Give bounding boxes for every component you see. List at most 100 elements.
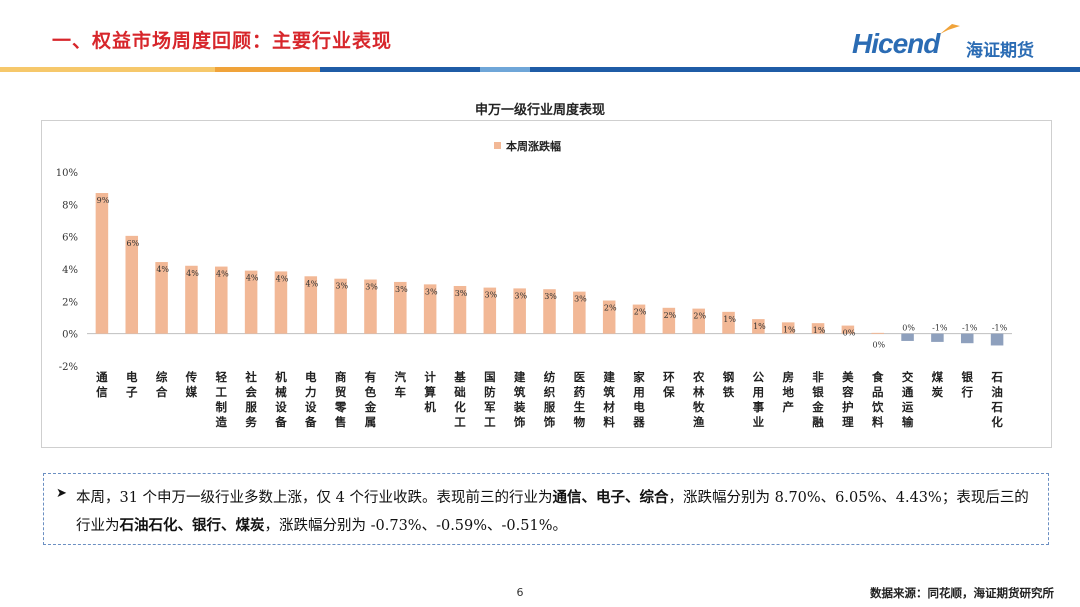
summary-top3: 通信、电子、综合 bbox=[552, 489, 669, 506]
logo-swoosh-icon bbox=[940, 24, 960, 34]
data-label: 3% bbox=[395, 285, 408, 294]
data-label: 3% bbox=[574, 295, 587, 304]
category-label: 国防军工 bbox=[484, 370, 496, 429]
category-label: 环保 bbox=[662, 370, 675, 399]
data-label: 1% bbox=[783, 325, 796, 334]
bar bbox=[752, 319, 765, 334]
bar bbox=[483, 287, 497, 334]
y-tick-label: 4% bbox=[62, 265, 78, 276]
data-label: 3% bbox=[425, 287, 438, 296]
category-label: 通信 bbox=[96, 370, 108, 399]
bar bbox=[215, 266, 228, 334]
page-title: 一、权益市场周度回顾：主要行业表现 bbox=[52, 30, 393, 52]
data-label: 3% bbox=[544, 292, 557, 301]
bar bbox=[274, 271, 288, 334]
bar bbox=[811, 323, 825, 334]
bar bbox=[95, 193, 109, 334]
category-label: 银行 bbox=[960, 370, 973, 399]
category-label: 传媒 bbox=[185, 370, 198, 399]
summary-part-2: ，涨跌幅分别为 8.70%、6.05%、4.43%；表现后三的行业为 bbox=[76, 490, 1029, 534]
category-label: 房地产 bbox=[782, 370, 794, 414]
chart-frame: 本周涨跌幅 10% 8% 6% 4% 2% 0% -2% 9% 通信 6% 电子 4% 综合 4% 传媒 4% 轻… bbox=[41, 120, 1052, 448]
category-label: 农林牧渔 bbox=[692, 370, 705, 429]
category-label: 石油石化 bbox=[990, 370, 1003, 429]
data-label: -1% bbox=[992, 324, 1008, 333]
bar bbox=[871, 332, 884, 334]
category-label: 非银金融 bbox=[811, 370, 824, 429]
category-label: 交通运输 bbox=[902, 370, 914, 429]
logo-chinese: 海证期货 bbox=[966, 41, 1034, 61]
data-source: 数据来源：同花顺，海证期货研究所 bbox=[870, 586, 1054, 600]
data-label: 4% bbox=[276, 274, 289, 283]
bar bbox=[573, 291, 586, 334]
header-band-blue-long bbox=[530, 67, 1080, 72]
category-label: 煤炭 bbox=[932, 370, 944, 399]
data-label: 4% bbox=[216, 270, 229, 279]
bar bbox=[841, 325, 855, 334]
legend-label: 本周涨跌幅 bbox=[506, 139, 561, 153]
bar bbox=[453, 285, 467, 334]
bar bbox=[632, 304, 646, 334]
category-label: 汽车 bbox=[395, 370, 407, 399]
y-tick-label: 8% bbox=[62, 200, 78, 211]
y-tick-label: -2% bbox=[59, 362, 78, 373]
summary-part-1: 本周，31 个申万一级行业多数上涨，仅 4 个行业收跌。表现前三的行业为 bbox=[76, 490, 553, 506]
category-label: 电子 bbox=[126, 370, 138, 399]
category-label: 机械设备 bbox=[274, 370, 287, 429]
bar-chart: 本周涨跌幅 10% 8% 6% 4% 2% 0% -2% 9% 通信 6% 电子 4% 综合 4% 传媒 4% 轻… bbox=[56, 139, 1012, 429]
summary-part-3: ，涨跌幅分别为 -0.73%、-0.59%、-0.51%。 bbox=[264, 518, 568, 534]
data-label: 2% bbox=[634, 308, 647, 317]
data-label: -1% bbox=[932, 324, 948, 333]
bar bbox=[334, 278, 347, 334]
bar bbox=[692, 308, 705, 334]
y-tick-label: 10% bbox=[56, 168, 78, 179]
data-label: 2% bbox=[604, 304, 617, 313]
data-label: 4% bbox=[246, 274, 259, 283]
category-label: 社会服务 bbox=[244, 370, 257, 429]
category-label: 食品饮料 bbox=[871, 370, 884, 429]
category-label: 家用电器 bbox=[632, 370, 645, 429]
category-label: 建筑装饰 bbox=[513, 370, 526, 429]
header-band-blue bbox=[320, 67, 480, 72]
y-tick-label: 2% bbox=[62, 297, 78, 308]
company-logo: Hicend 海证期货 bbox=[852, 22, 1062, 66]
data-label: 3% bbox=[335, 282, 348, 291]
y-tick-label: 6% bbox=[62, 233, 78, 244]
data-label: 3% bbox=[485, 291, 498, 300]
legend-swatch bbox=[494, 142, 501, 149]
category-label: 电力设备 bbox=[304, 370, 317, 429]
data-label: 9% bbox=[97, 196, 110, 205]
data-label: 1% bbox=[753, 322, 766, 331]
category-label: 纺织服饰 bbox=[544, 370, 556, 429]
bar bbox=[364, 279, 377, 334]
data-label: 0% bbox=[843, 329, 856, 338]
summary-bottom3: 石油石化、银行、煤炭 bbox=[119, 517, 265, 534]
summary-box: ➤ 本周，31 个申万一级行业多数上涨，仅 4 个行业收跌。表现前三的行业为通信… bbox=[43, 473, 1049, 545]
data-label: 4% bbox=[306, 279, 319, 288]
data-label: 6% bbox=[126, 239, 139, 248]
arrow-bullet-icon: ➤ bbox=[56, 486, 67, 501]
bar bbox=[394, 281, 407, 334]
data-label: 4% bbox=[186, 269, 199, 278]
bar bbox=[304, 276, 318, 334]
chart-title: 申万一级行业周度表现 bbox=[474, 103, 605, 118]
logo-english: Hicend bbox=[852, 28, 940, 59]
category-label: 计算机 bbox=[423, 370, 436, 414]
data-label: 2% bbox=[664, 311, 677, 320]
page-number: 6 bbox=[516, 586, 524, 599]
y-tick-label: 0% bbox=[62, 330, 78, 341]
category-label: 轻工制造 bbox=[216, 370, 228, 429]
category-label: 商贸零售 bbox=[334, 370, 347, 429]
data-label: 2% bbox=[693, 312, 706, 321]
category-label: 钢铁 bbox=[723, 370, 735, 399]
category-label: 有色金属 bbox=[364, 370, 377, 429]
bar bbox=[901, 333, 914, 341]
category-label: 医药生物 bbox=[574, 370, 586, 429]
bar bbox=[662, 307, 676, 334]
summary-text: 本周，31 个申万一级行业多数上涨，仅 4 个行业收跌。表现前三的行业为通信、电… bbox=[76, 484, 1036, 540]
bar bbox=[931, 333, 944, 342]
bar bbox=[244, 270, 258, 334]
category-label: 综合 bbox=[156, 370, 168, 399]
category-label: 基础化工 bbox=[453, 370, 466, 429]
data-label: 0% bbox=[872, 341, 885, 350]
